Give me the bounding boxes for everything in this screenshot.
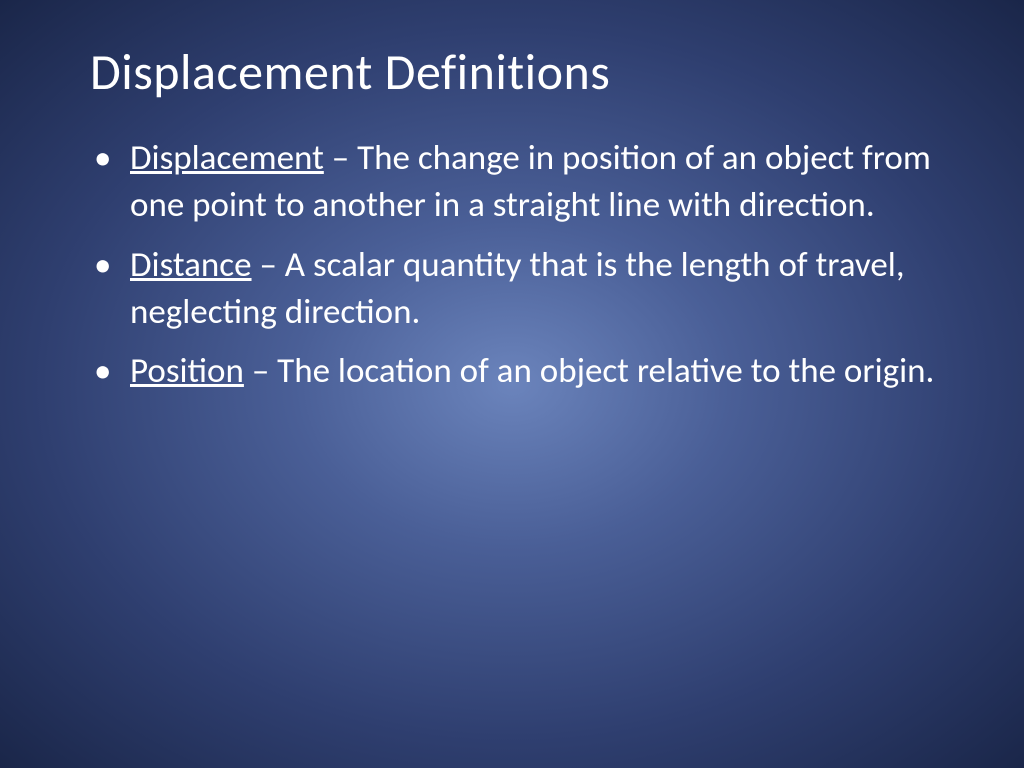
bullet-item: Distance – A scalar quantity that is the… [90,242,964,337]
slide-content: Displacement – The change in position of… [60,135,964,395]
definition-text: – The location of an object relative to … [244,350,934,392]
term-label: Position [130,350,244,392]
term-label: Distance [130,244,252,286]
bullet-item: Position – The location of an object rel… [90,348,964,395]
bullet-item: Displacement – The change in position of… [90,135,964,230]
term-label: Displacement [130,137,324,179]
bullet-list: Displacement – The change in position of… [90,135,964,395]
slide: Displacement Definitions Displacement – … [0,0,1024,768]
slide-title: Displacement Definitions [90,42,964,103]
